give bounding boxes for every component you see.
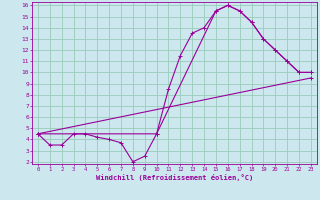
X-axis label: Windchill (Refroidissement éolien,°C): Windchill (Refroidissement éolien,°C)	[96, 174, 253, 181]
